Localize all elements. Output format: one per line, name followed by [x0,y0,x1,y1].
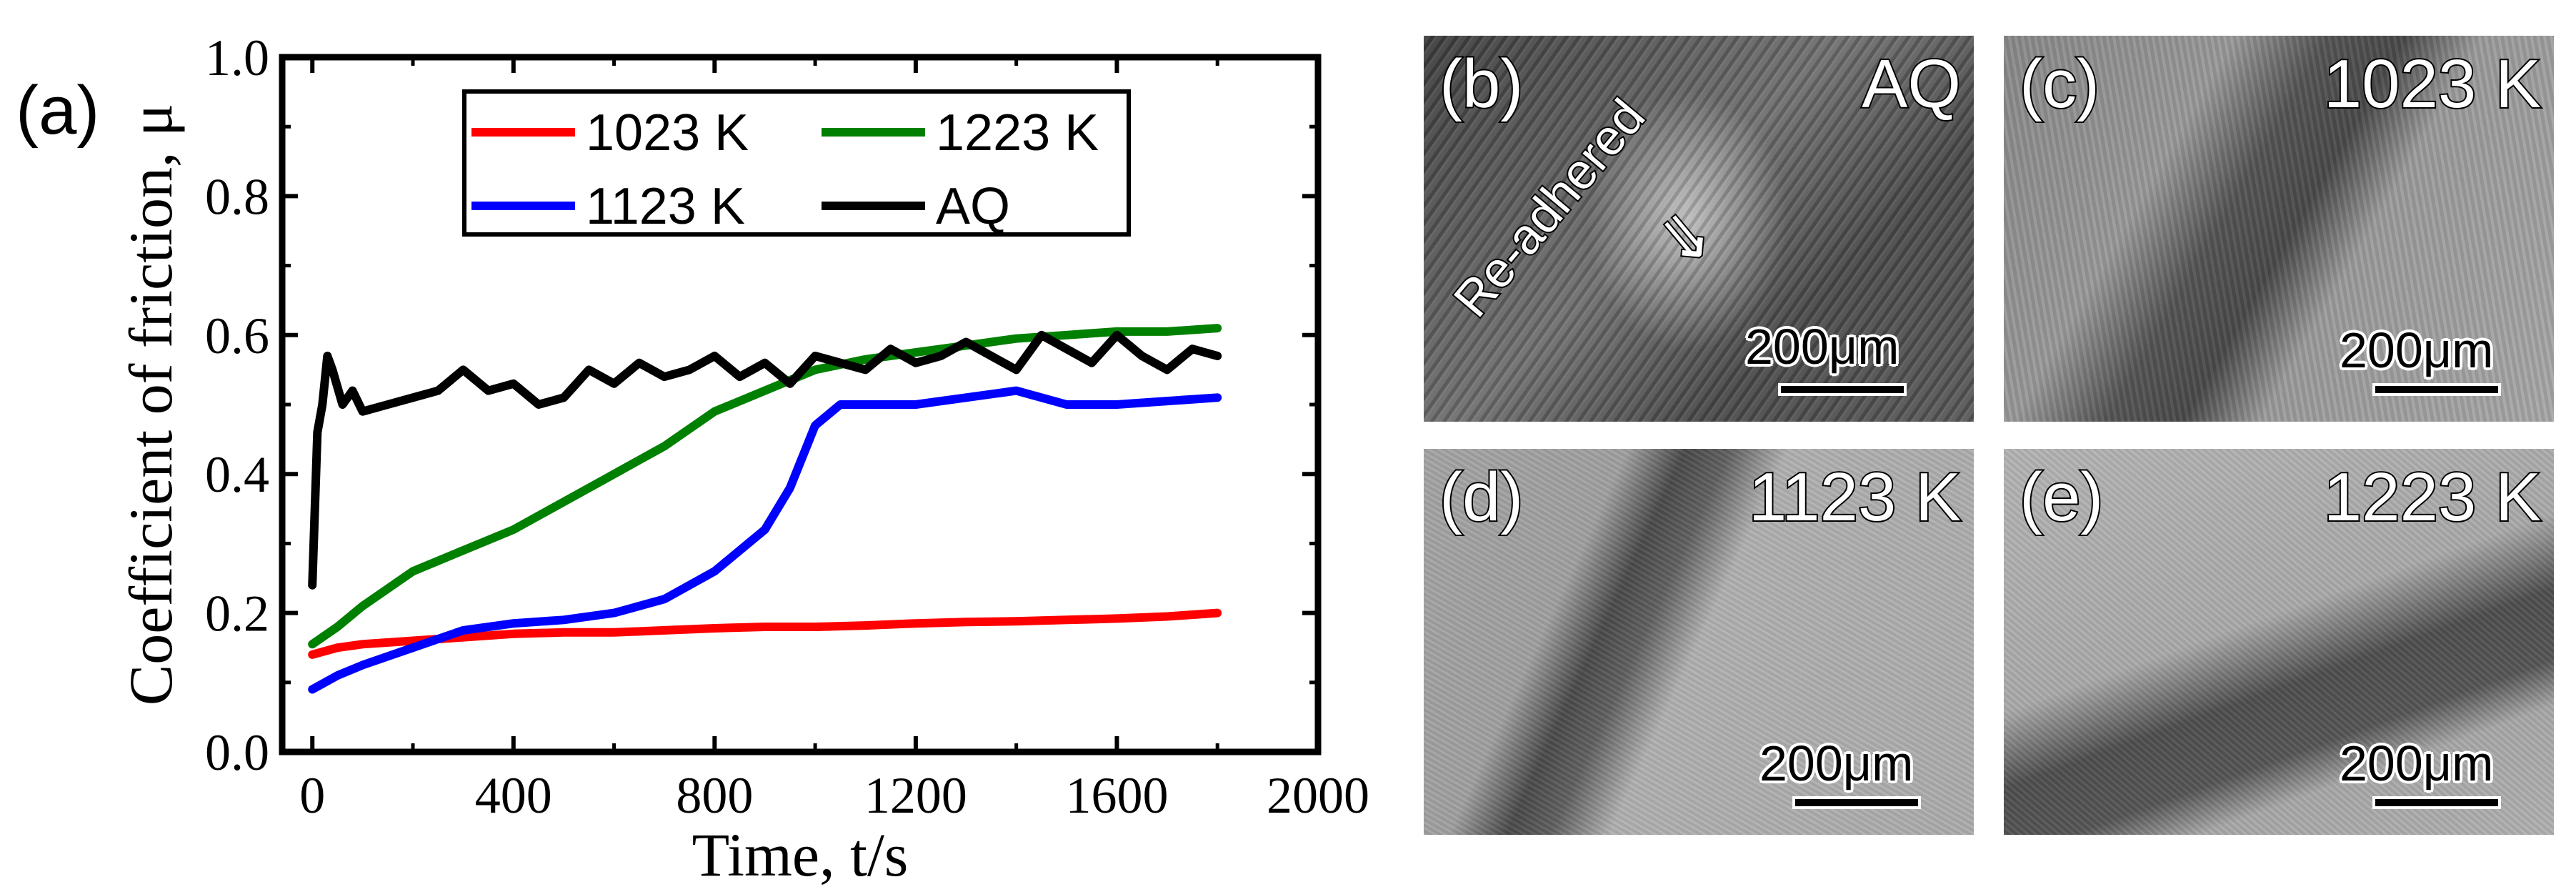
series-line-aq [308,330,1222,590]
condition-label-e: 1223 K [2322,459,2542,535]
scale-bar-e [2375,799,2498,806]
series-line-1223-k [308,324,1222,649]
y-tick-label: 0.2 [205,585,269,643]
micrograph-c: (c) 1023 K 200μm [2004,36,2554,422]
legend: 1023 K 1223 K 1123 K AQ [462,89,1131,237]
panel-label-b: (b) [1438,46,1524,122]
scale-bar-c [2375,386,2498,393]
x-tick-label: 1600 [1065,767,1168,824]
x-tick-label: 2000 [1267,767,1369,824]
panel-label-e: (e) [2018,459,2105,535]
annotation-readhered: Re-adhered [1442,87,1657,328]
panel-label-c: (c) [2018,46,2101,122]
y-tick-label: 0.6 [205,307,269,365]
scale-bar-b [1781,386,1904,393]
micrograph-b: (b) AQ Re-adhered ⇓ 200μm [1424,36,1974,422]
series-line-1123-k [308,386,1222,694]
y-tick-label: 1.0 [205,29,269,86]
y-axis-label: Coefficient of friction, μ [116,104,185,705]
scale-bar-d [1795,799,1918,806]
legend-label-aq: AQ [936,178,1010,235]
panel-label-a: (a) [16,72,100,149]
panel-label-d: (d) [1438,459,1524,535]
x-axis-label: Time, t/s [692,821,909,887]
x-tick-label: 0 [299,767,325,824]
scale-bar-label-b: 200μm [1745,319,1899,375]
arrow-icon: ⇓ [1642,193,1732,285]
scale-bar-label-e: 200μm [2340,735,2494,791]
x-tick-label: 800 [676,767,753,824]
legend-label-1223: 1223 K [936,104,1099,162]
series-line-1023-k [308,608,1222,659]
condition-label-c: 1023 K [2322,46,2542,122]
y-tick-label: 0.4 [205,446,269,503]
legend-label-1123: 1123 K [586,178,745,235]
friction-chart: 0 400 800 1200 1600 2000 0.0 0.2 0.4 0.6 0.8 1.0 Ti… [116,29,1369,887]
micrograph-d: (d) 1123 K 200μm [1424,449,1974,835]
y-tick-label: 0.0 [205,724,269,781]
micrograph-e: (e) 1223 K 200μm [2004,449,2554,835]
legend-box [462,89,1131,237]
condition-label-d: 1123 K [1747,459,1962,535]
y-tick-label: 0.8 [205,168,269,225]
scale-bar-label-c: 200μm [2340,322,2494,378]
scale-bar-label-d: 200μm [1759,735,1914,791]
legend-label-1023: 1023 K [586,104,749,162]
condition-label-b: AQ [1860,46,1962,122]
x-tick-label: 400 [475,767,552,824]
x-tick-label: 1200 [864,767,967,824]
